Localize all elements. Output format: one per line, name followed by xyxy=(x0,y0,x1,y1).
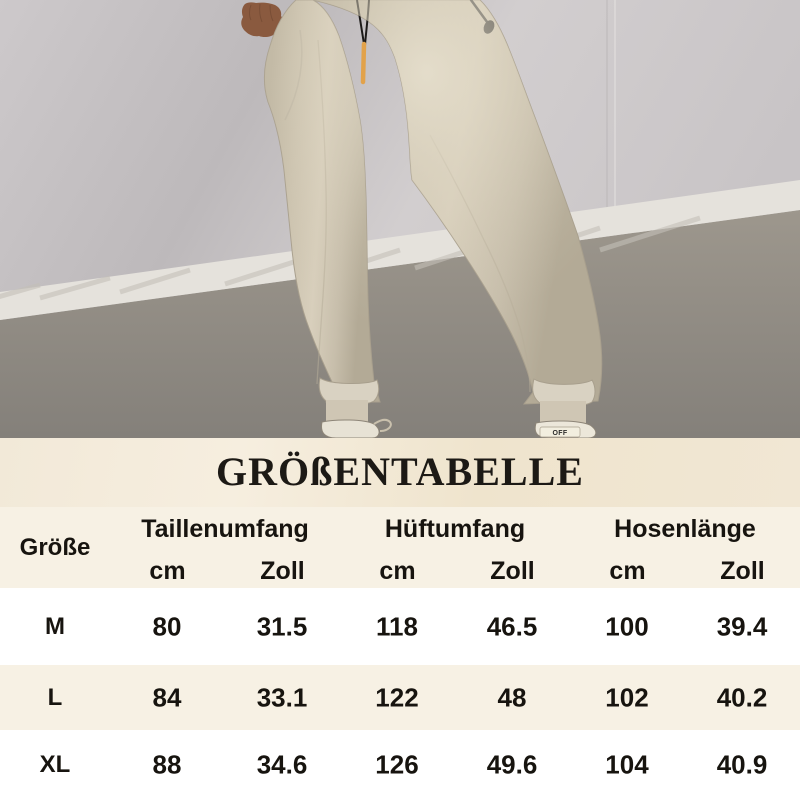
svg-text:OFF: OFF xyxy=(553,430,568,437)
